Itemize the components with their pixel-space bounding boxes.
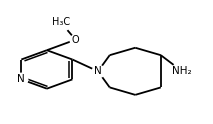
Text: NH₂: NH₂ xyxy=(172,66,192,76)
Text: O: O xyxy=(72,35,79,45)
Text: H₃C: H₃C xyxy=(52,17,70,27)
Text: N: N xyxy=(94,66,102,76)
Text: N: N xyxy=(17,74,25,84)
